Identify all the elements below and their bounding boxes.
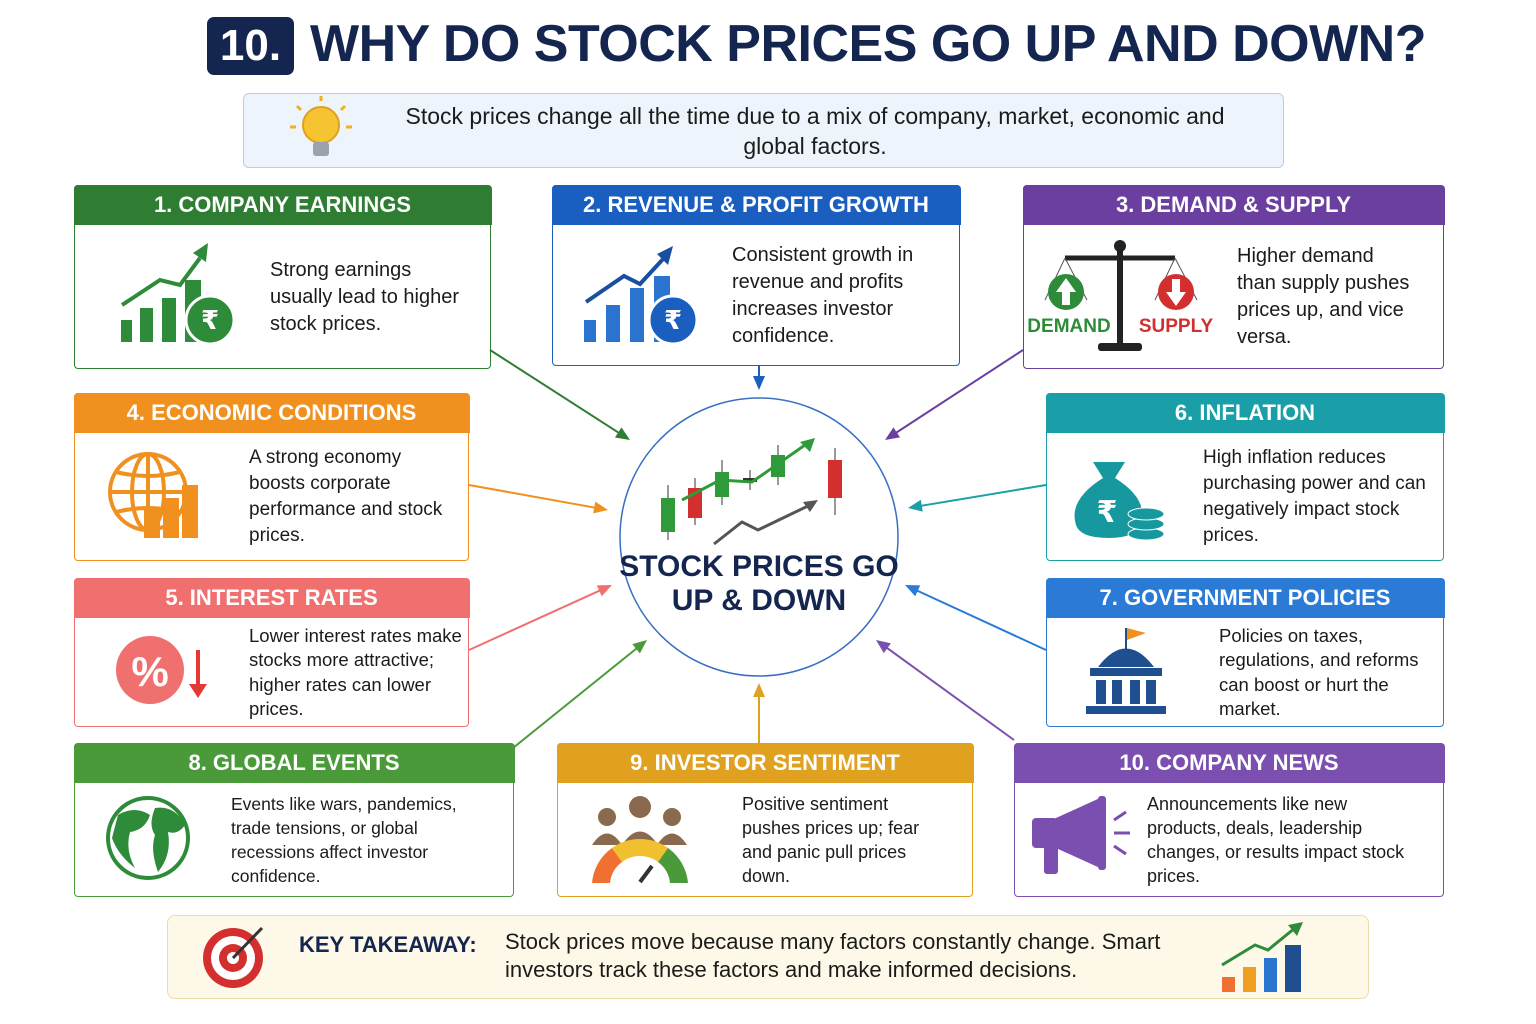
factor-title: 4. ECONOMIC CONDITIONS (73, 392, 470, 433)
target-icon (203, 926, 264, 988)
factor-text: Announcements like new products, deals, … (1147, 794, 1405, 886)
connector-arrow (753, 683, 765, 697)
connector-arrow (468, 587, 606, 651)
connector-arrow (632, 640, 647, 654)
icon-label: SUPPLY (1139, 316, 1214, 337)
factor-title: 2. REVENUE & PROFIT GROWTH (551, 184, 961, 225)
svg-text:%: % (131, 648, 168, 695)
svg-text:₹: ₹ (664, 305, 682, 335)
factor-text: High inflation reduces purchasing power … (1203, 447, 1426, 546)
factor-text: Strong earnings usually lead to higher s… (270, 258, 460, 335)
factor-title: 6. INFLATION (1045, 392, 1445, 433)
connector-arrow (593, 501, 608, 514)
connector-arrow (468, 484, 601, 510)
percent-icon: % (116, 636, 207, 704)
intro-box (243, 93, 1284, 168)
connector-arrow (876, 640, 891, 654)
connector-arrow (908, 499, 923, 512)
scale-icon: DEMAND SUPPLY (1027, 240, 1213, 351)
bulb-icon (290, 96, 352, 156)
connector-arrow (885, 427, 901, 440)
money-bag-icon: ₹ (1074, 462, 1165, 541)
svg-text:₹: ₹ (201, 305, 219, 335)
earth-icon (106, 796, 190, 880)
factor-title: 9. INVESTOR SENTIMENT (556, 742, 974, 783)
factor-card: 6. INFLATION High inflation reduces purch… (1045, 392, 1445, 561)
factor-title: 5. INTEREST RATES (73, 577, 470, 618)
center-circle (619, 397, 899, 677)
factor-title: 3. DEMAND & SUPPLY (1022, 184, 1445, 225)
connector-arrow (891, 349, 1024, 437)
factor-text: Positive sentiment pushes prices up; fea… (742, 794, 920, 886)
growth-icon: ₹ (584, 246, 699, 346)
growth-bars-icon (1221, 922, 1303, 992)
factor-card: 9. INVESTOR SENTIMENT Positive sentiment … (556, 742, 974, 897)
factor-title: 7. GOVERNMENT POLICIES (1045, 577, 1445, 618)
connector-arrow (614, 427, 630, 440)
takeaway-text: Stock prices move because many factors c… (505, 929, 1161, 982)
factor-card: 3. DEMAND & SUPPLY Higher demand than sup… (1022, 184, 1445, 369)
title-number: 10. (207, 17, 294, 75)
factor-text: Policies on taxes, regulations, and refo… (1219, 624, 1419, 720)
megaphone-icon (1032, 796, 1130, 874)
connector-arrow (489, 349, 624, 437)
factor-text: Events like wars, pandemics, trade tensi… (231, 794, 457, 886)
connector-arrow (512, 644, 642, 749)
government-icon (1086, 628, 1166, 714)
factor-text: Consistent growth in revenue and profits… (732, 243, 914, 347)
factor-title: 8. GLOBAL EVENTS (73, 742, 515, 783)
svg-text:₹: ₹ (1097, 496, 1118, 529)
center-label: STOCK PRICES GO UP & DOWN (619, 550, 899, 617)
connector-arrow (915, 484, 1047, 508)
icon-label: DEMAND (1027, 316, 1110, 337)
earnings-icon: ₹ (120, 243, 236, 346)
factor-title: 1. COMPANY EARNINGS (73, 184, 492, 225)
takeaway-box (167, 915, 1369, 999)
title: WHY DO STOCK PRICES GO UP AND DOWN? (310, 15, 1427, 73)
factor-text: Lower interest rates make stocks more at… (249, 624, 462, 720)
candles-icon (661, 438, 842, 546)
factor-text: A strong economy boosts corporate perfor… (249, 447, 443, 546)
connector-arrow (881, 643, 1015, 741)
intro-text: Stock prices change all the time due to … (405, 103, 1225, 159)
connector-arrow (905, 585, 921, 597)
connector-arrow (911, 587, 1047, 651)
factor-title: 10. COMPANY NEWS (1013, 742, 1445, 783)
connector-arrow (596, 585, 612, 597)
factor-card: 2. REVENUE & PROFIT GROWTH Consistent gro… (551, 184, 961, 366)
connector-arrow (753, 376, 765, 390)
globe-bars-icon (108, 452, 198, 538)
sentiment-icon (592, 796, 688, 884)
factor-card: 5. INTEREST RATES Lower interest rates ma… (73, 577, 470, 727)
takeaway-label: KEY TAKEAWAY: (299, 932, 477, 957)
factor-text: Higher demand than supply pushes prices … (1237, 245, 1410, 348)
